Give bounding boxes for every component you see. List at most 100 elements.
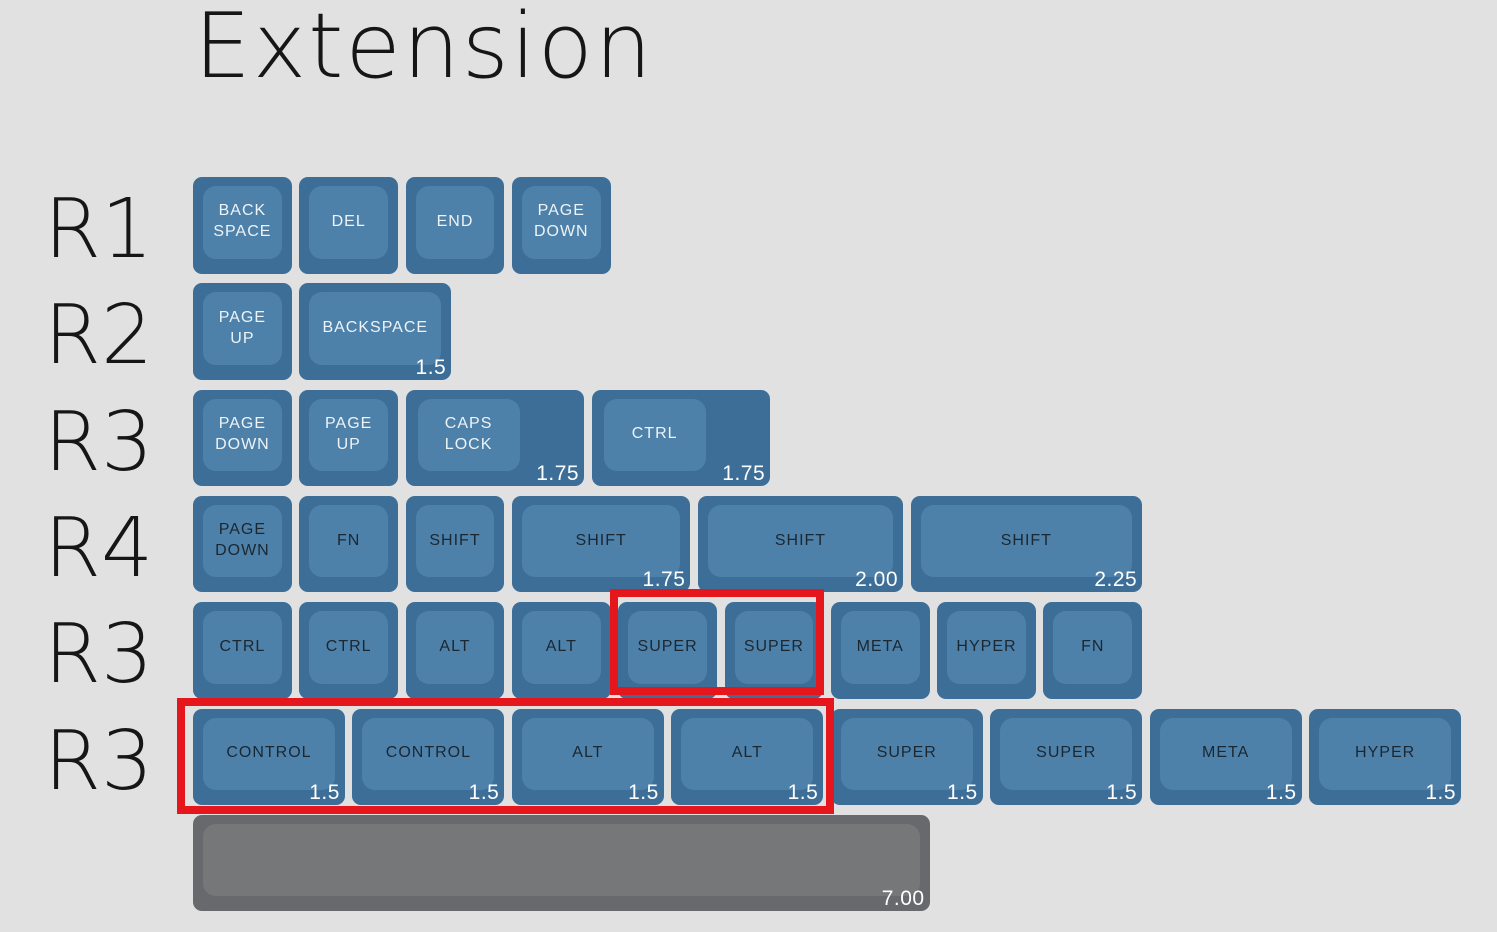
- keycap-top: BACKSPACE: [309, 292, 442, 365]
- key-legend: BACKSPACE: [322, 319, 429, 337]
- keycap-top: META: [1159, 717, 1292, 790]
- key-back-space[interactable]: BACK SPACE: [193, 177, 292, 274]
- key-legend: ALT: [439, 638, 471, 656]
- key-shift[interactable]: SHIFT 2.25: [910, 495, 1143, 593]
- keycap-top: END: [415, 186, 495, 259]
- keycap-top: CTRL: [309, 611, 389, 684]
- keycap-top: FN: [309, 504, 389, 578]
- key-backspace[interactable]: BACKSPACE 1.5: [299, 283, 452, 380]
- key-legend: SUPER: [876, 744, 937, 762]
- key-fn[interactable]: FN: [1043, 602, 1143, 699]
- keycap-top: HYPER: [947, 611, 1026, 684]
- key-size-label: 2.00: [855, 568, 899, 592]
- row-label: R2: [44, 288, 154, 384]
- key-shift[interactable]: SHIFT: [405, 495, 505, 593]
- key-fn[interactable]: FN: [299, 495, 399, 593]
- keycap-top: PAGE UP: [203, 292, 282, 365]
- key-super[interactable]: SUPER 1.5: [830, 708, 983, 805]
- key-alt[interactable]: ALT: [511, 602, 611, 699]
- key-size-label: 1.75: [722, 462, 766, 486]
- key-ctrl[interactable]: CTRL: [299, 602, 399, 699]
- key-meta[interactable]: META 1.5: [1149, 708, 1302, 805]
- key-legend: FN: [337, 531, 361, 549]
- key-legend: PAGE DOWN: [533, 202, 589, 241]
- key-size-label: 1.5: [1425, 781, 1457, 804]
- key-end[interactable]: END: [405, 177, 505, 274]
- key-size-label: 1.5: [947, 781, 978, 804]
- keycap-top: HYPER: [1319, 717, 1452, 790]
- key-size-label: 1.5: [787, 781, 819, 804]
- key-page-down[interactable]: PAGE DOWN: [193, 495, 292, 593]
- key-legend: CTRL: [631, 425, 678, 443]
- keycap-top: ALT: [681, 717, 814, 790]
- key-control[interactable]: CONTROL 1.5: [193, 708, 345, 805]
- key-legend: CONTROL: [385, 744, 472, 762]
- key-size-label: 7.00: [881, 887, 925, 911]
- key-del[interactable]: DEL: [299, 177, 399, 274]
- key-legend: PAGE DOWN: [215, 415, 270, 453]
- key-ctrl[interactable]: CTRL 1.75: [591, 389, 771, 487]
- keycap-top: CAPS LOCK: [417, 398, 520, 472]
- key-super[interactable]: SUPER 1.5: [990, 708, 1143, 805]
- key-alt[interactable]: ALT: [405, 602, 505, 699]
- keycap-top: SHIFT: [415, 504, 495, 578]
- keycap-top: DEL: [309, 186, 389, 259]
- key-legend: CONTROL: [226, 744, 312, 762]
- key-page-down[interactable]: PAGE DOWN: [511, 177, 611, 274]
- key-hyper[interactable]: HYPER 1.5: [1309, 708, 1462, 805]
- key-legend: ALT: [731, 744, 763, 762]
- key-shift[interactable]: SHIFT 2.00: [697, 495, 904, 593]
- key-legend: SHIFT: [774, 531, 827, 549]
- row-label: R4: [44, 500, 154, 596]
- key-page-up[interactable]: PAGE UP: [299, 389, 399, 487]
- key-legend: PAGE UP: [218, 308, 267, 347]
- keycap-top: SHIFT: [521, 504, 681, 578]
- keycap-top: CTRL: [203, 611, 282, 684]
- keycap-top: BACK SPACE: [203, 186, 282, 259]
- keycap-top: SUPER: [840, 717, 973, 790]
- keycap-top: SHIFT: [707, 504, 894, 578]
- key-caps-lock[interactable]: CAPS LOCK 1.75: [405, 389, 585, 487]
- key-page-down[interactable]: PAGE DOWN: [193, 389, 292, 487]
- key-legend: CAPS LOCK: [444, 415, 493, 453]
- key-control[interactable]: CONTROL 1.5: [352, 708, 505, 805]
- key-legend: CTRL: [219, 638, 266, 656]
- key-legend: SHIFT: [1000, 531, 1052, 549]
- key-page-up[interactable]: PAGE UP: [193, 283, 292, 380]
- keycap-top: FN: [1053, 611, 1133, 684]
- keycap-top: SUPER: [1000, 717, 1133, 790]
- key-shift[interactable]: SHIFT 1.75: [511, 495, 691, 593]
- key-size-label: 1.5: [1265, 781, 1297, 804]
- key-size-label: 1.75: [642, 568, 686, 592]
- row-label: R1: [44, 182, 154, 277]
- key-size-label: 1.5: [1106, 781, 1138, 804]
- key-alt[interactable]: ALT 1.5: [511, 708, 664, 805]
- key-legend: END: [436, 212, 474, 230]
- key-legend: DEL: [331, 212, 366, 230]
- keycap-top: SHIFT: [920, 504, 1133, 578]
- key-legend: SUPER: [743, 638, 804, 656]
- key-super[interactable]: SUPER: [618, 602, 717, 699]
- key-legend: FN: [1081, 638, 1105, 656]
- key-legend: HYPER: [1355, 744, 1416, 762]
- key-alt[interactable]: ALT 1.5: [671, 708, 824, 805]
- row-label: R3: [44, 394, 154, 490]
- key-legend: HYPER: [956, 638, 1017, 656]
- keycap-top: PAGE UP: [309, 398, 389, 472]
- keycap-top: PAGE DOWN: [521, 186, 601, 259]
- keycap-top: PAGE DOWN: [203, 504, 282, 578]
- keycap-top: CONTROL: [203, 717, 335, 790]
- key-size-label: 1.5: [628, 781, 659, 804]
- key-hyper[interactable]: HYPER: [937, 602, 1036, 699]
- key-spacebar[interactable]: 7.00: [193, 814, 930, 912]
- key-ctrl[interactable]: CTRL: [193, 602, 292, 699]
- keycap-top: CTRL: [603, 398, 706, 472]
- row-label: R3: [44, 713, 154, 809]
- page-title: Extension: [194, 0, 654, 99]
- key-size-label: 1.5: [309, 781, 340, 804]
- key-super[interactable]: SUPER: [724, 602, 824, 699]
- key-size-label: 1.5: [468, 781, 500, 804]
- key-meta[interactable]: META: [830, 602, 930, 699]
- key-legend: PAGE UP: [325, 415, 373, 453]
